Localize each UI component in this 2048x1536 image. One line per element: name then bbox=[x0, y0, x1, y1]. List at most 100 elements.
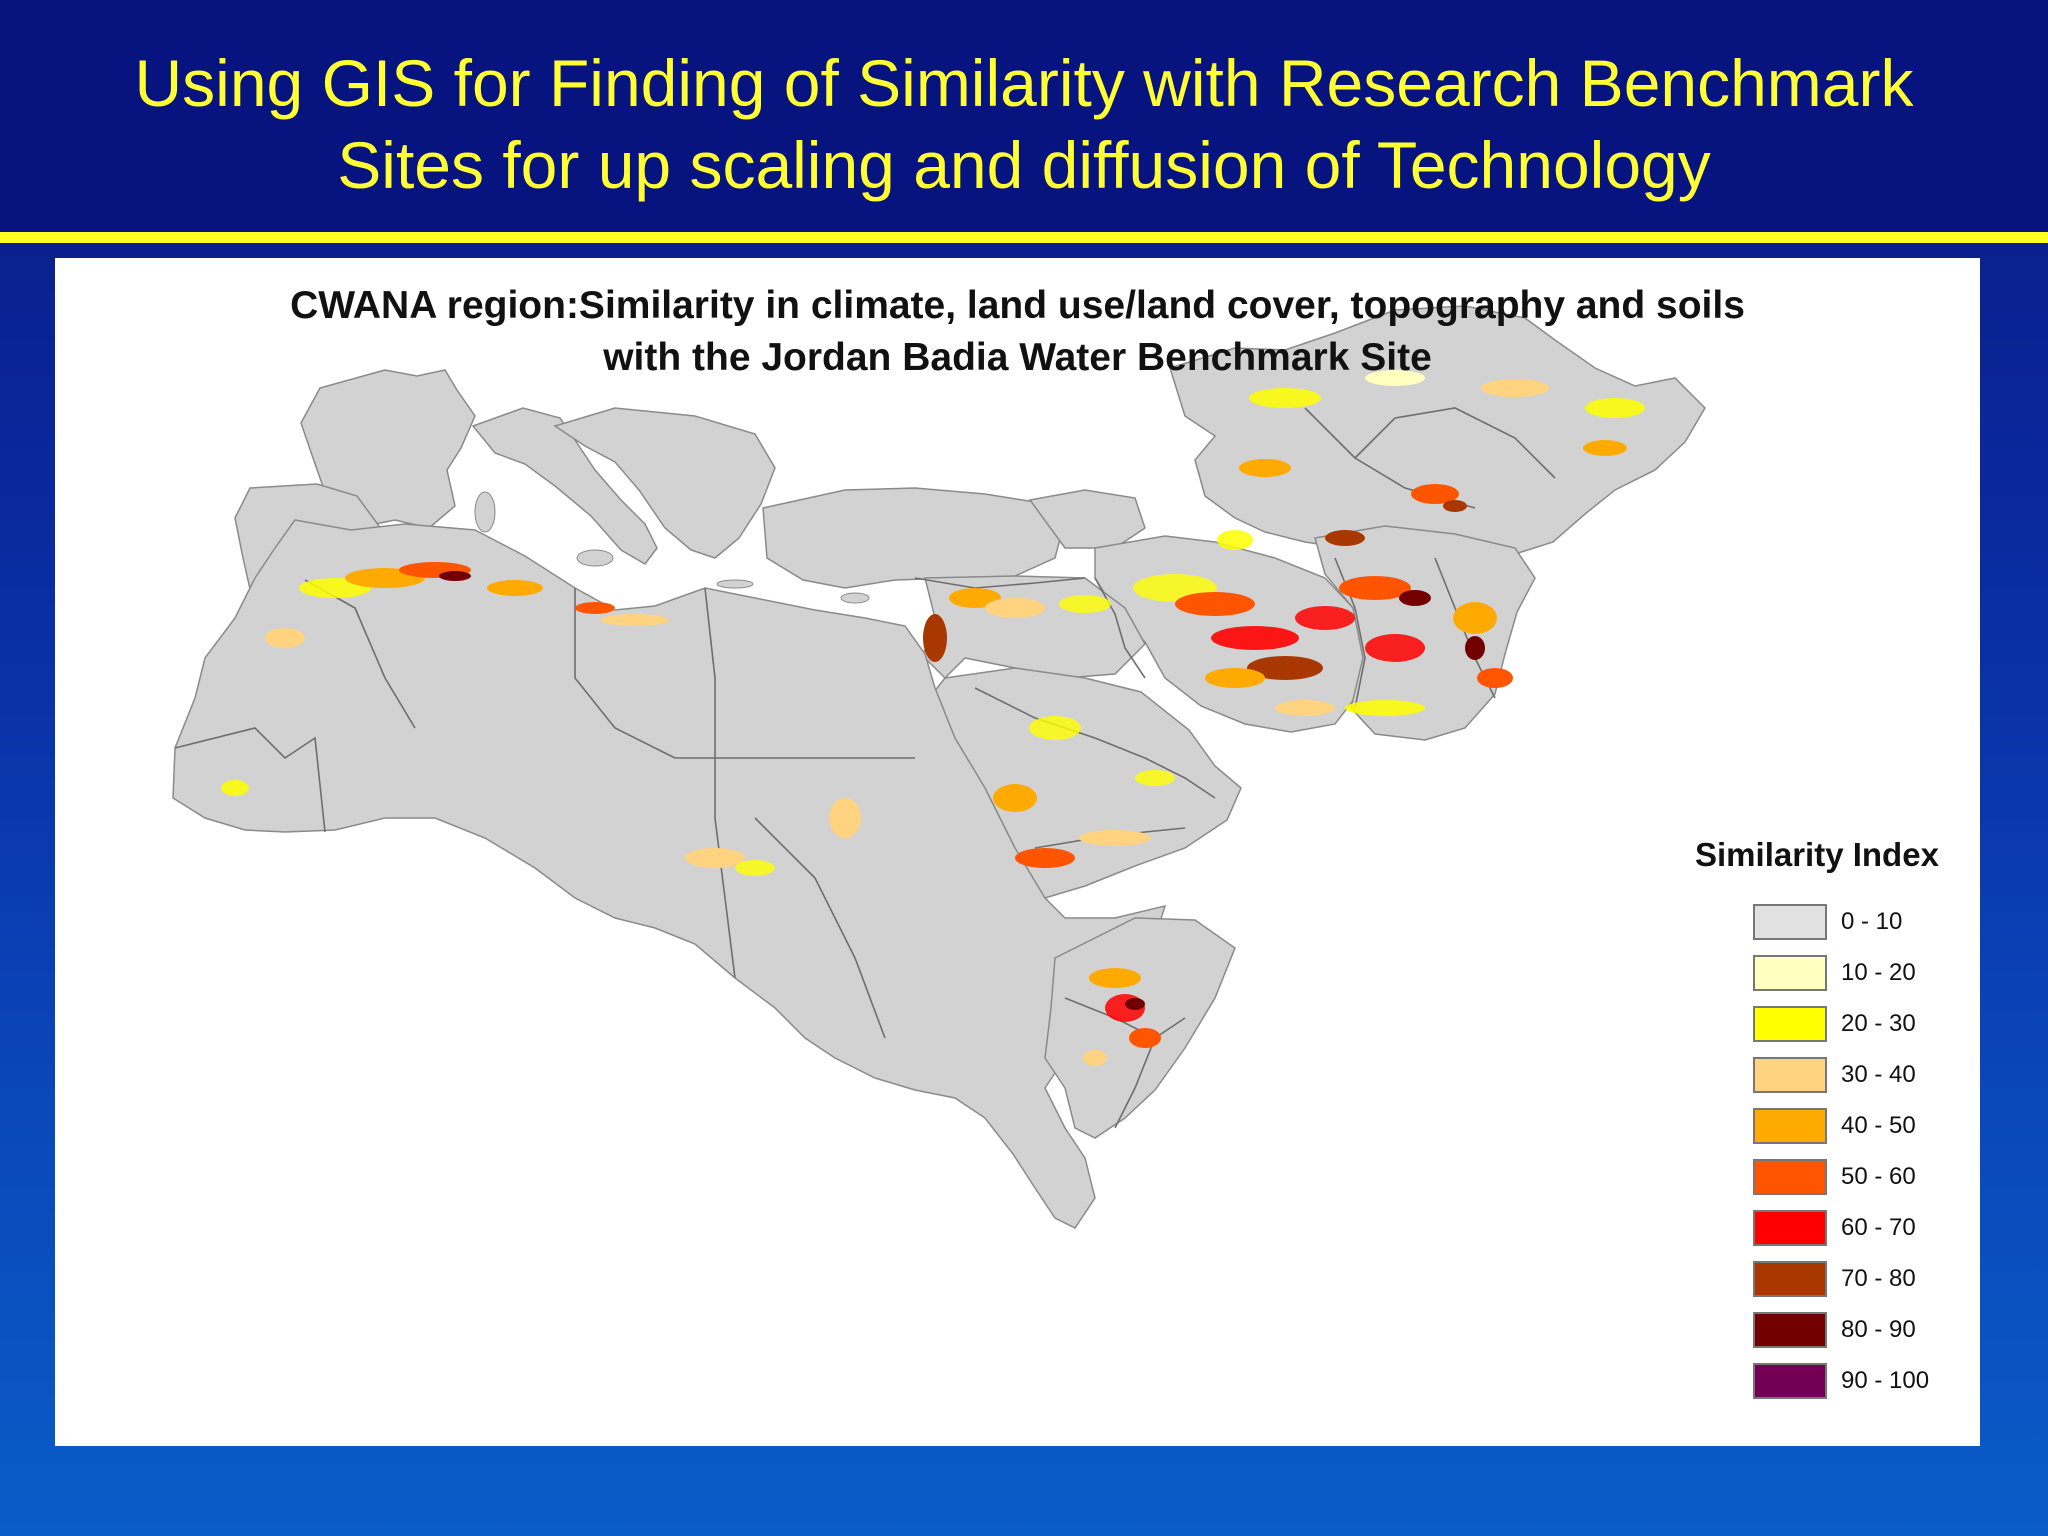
legend-item-70-80: 70 - 80 bbox=[1753, 1261, 1980, 1299]
legend-label: 20 - 30 bbox=[1841, 1010, 1916, 1037]
country-borders bbox=[174, 407, 1556, 1129]
border-libya-egypt bbox=[704, 587, 736, 979]
similarity-patches bbox=[221, 370, 1645, 1066]
map-title: CWANA region:Similarity in climate, land… bbox=[55, 280, 1980, 384]
legend-item-10-20: 10 - 20 bbox=[1753, 955, 1980, 993]
patch bbox=[1029, 716, 1081, 740]
island-sicily bbox=[576, 549, 614, 567]
title-divider bbox=[0, 232, 2048, 243]
legend-item-40-50: 40 - 50 bbox=[1753, 1108, 1980, 1146]
patch bbox=[993, 784, 1037, 812]
patch bbox=[1129, 1028, 1161, 1048]
border-saudi bbox=[974, 687, 1216, 799]
land-caucasus bbox=[1028, 489, 1146, 549]
patch bbox=[1411, 484, 1459, 504]
legend-label: 90 - 100 bbox=[1841, 1367, 1930, 1394]
legend-swatch bbox=[1753, 1159, 1827, 1195]
legend-label: 10 - 20 bbox=[1841, 959, 1916, 986]
legend-swatch bbox=[1753, 1363, 1827, 1399]
legend-item-0-10: 0 - 10 bbox=[1753, 904, 1980, 942]
land-masses bbox=[172, 305, 1706, 1229]
similarity-map bbox=[172, 305, 1706, 1229]
map-title-line-2: with the Jordan Badia Water Benchmark Si… bbox=[603, 336, 1432, 379]
patch bbox=[1365, 370, 1425, 386]
patch bbox=[487, 580, 543, 596]
legend-swatch bbox=[1753, 1006, 1827, 1042]
patch bbox=[735, 860, 775, 876]
legend-label: 30 - 40 bbox=[1841, 1061, 1916, 1088]
map-title-line-1: CWANA region:Similarity in climate, land… bbox=[290, 284, 1745, 327]
legend-label: 70 - 80 bbox=[1841, 1265, 1916, 1292]
patch bbox=[1135, 770, 1175, 786]
border-ethiopia bbox=[1064, 997, 1186, 1039]
patch bbox=[1443, 500, 1467, 512]
patch bbox=[1295, 606, 1355, 630]
legend-item-20-30: 20 - 30 bbox=[1753, 1006, 1980, 1044]
patch bbox=[1583, 440, 1627, 456]
patch bbox=[1365, 634, 1425, 662]
border-central-asia-2 bbox=[1354, 407, 1556, 479]
patch bbox=[1399, 590, 1431, 606]
legend-item-60-70: 60 - 70 bbox=[1753, 1210, 1980, 1248]
border-somalia bbox=[1114, 1037, 1156, 1129]
legend-swatch bbox=[1753, 1261, 1827, 1297]
legend-swatch bbox=[1753, 1312, 1827, 1348]
patch bbox=[1453, 602, 1497, 634]
patch bbox=[1205, 668, 1265, 688]
patch bbox=[1175, 592, 1255, 616]
island-sardinia bbox=[474, 491, 496, 533]
slide-header: Using GIS for Finding of Similarity with… bbox=[0, 0, 2048, 232]
patch bbox=[1247, 656, 1323, 680]
patch bbox=[1217, 530, 1253, 550]
patch bbox=[829, 798, 861, 838]
border-algeria-libya bbox=[574, 588, 676, 759]
patch bbox=[1345, 700, 1425, 716]
border-mauritania bbox=[174, 727, 326, 833]
patch bbox=[1125, 998, 1145, 1010]
patch bbox=[439, 571, 471, 581]
island-cyprus bbox=[840, 592, 870, 604]
patch bbox=[1015, 848, 1075, 868]
water-islands bbox=[474, 491, 870, 604]
patch bbox=[221, 780, 249, 796]
legend-label: 50 - 60 bbox=[1841, 1163, 1916, 1190]
land-north-africa bbox=[172, 519, 1167, 1229]
land-central-asia bbox=[1169, 305, 1706, 559]
patch bbox=[1083, 1050, 1107, 1066]
land-balkans bbox=[553, 407, 776, 559]
slide-title-line-1: Using GIS for Finding of Similarity with… bbox=[134, 46, 1914, 120]
legend-item-50-60: 50 - 60 bbox=[1753, 1159, 1980, 1197]
patch bbox=[1211, 626, 1299, 650]
legend-swatch bbox=[1753, 1108, 1827, 1144]
patch bbox=[1059, 595, 1111, 613]
border-turkey-syria bbox=[914, 577, 1086, 589]
land-france bbox=[300, 369, 476, 529]
slide-title: Using GIS for Finding of Similarity with… bbox=[40, 42, 2008, 206]
land-horn bbox=[1044, 917, 1236, 1139]
patch bbox=[1249, 388, 1321, 408]
legend-item-30-40: 30 - 40 bbox=[1753, 1057, 1980, 1095]
border-chad-sudan bbox=[754, 817, 886, 1039]
patch bbox=[1079, 830, 1151, 846]
island-crete bbox=[716, 579, 754, 589]
patch bbox=[575, 602, 615, 614]
patch bbox=[1465, 636, 1485, 660]
patch bbox=[1477, 668, 1513, 688]
legend-title: Similarity Index bbox=[1695, 836, 1939, 873]
border-iran-iraq bbox=[1094, 577, 1146, 679]
patch bbox=[1239, 459, 1291, 477]
patch bbox=[685, 848, 745, 868]
patch bbox=[1585, 398, 1645, 418]
legend-swatch bbox=[1753, 904, 1827, 940]
slide-title-line-2: Sites for up scaling and diffusion of Te… bbox=[337, 128, 1711, 202]
land-turkey bbox=[762, 487, 1066, 589]
patch bbox=[1089, 968, 1141, 988]
map-panel: CWANA region:Similarity in climate, land… bbox=[55, 258, 1980, 1446]
patch bbox=[265, 628, 305, 648]
legend-label: 60 - 70 bbox=[1841, 1214, 1916, 1241]
patch bbox=[985, 598, 1045, 618]
legend-swatch bbox=[1753, 1210, 1827, 1246]
legend-label: 80 - 90 bbox=[1841, 1316, 1916, 1343]
legend-swatch bbox=[1753, 1057, 1827, 1093]
patch bbox=[1325, 530, 1365, 546]
